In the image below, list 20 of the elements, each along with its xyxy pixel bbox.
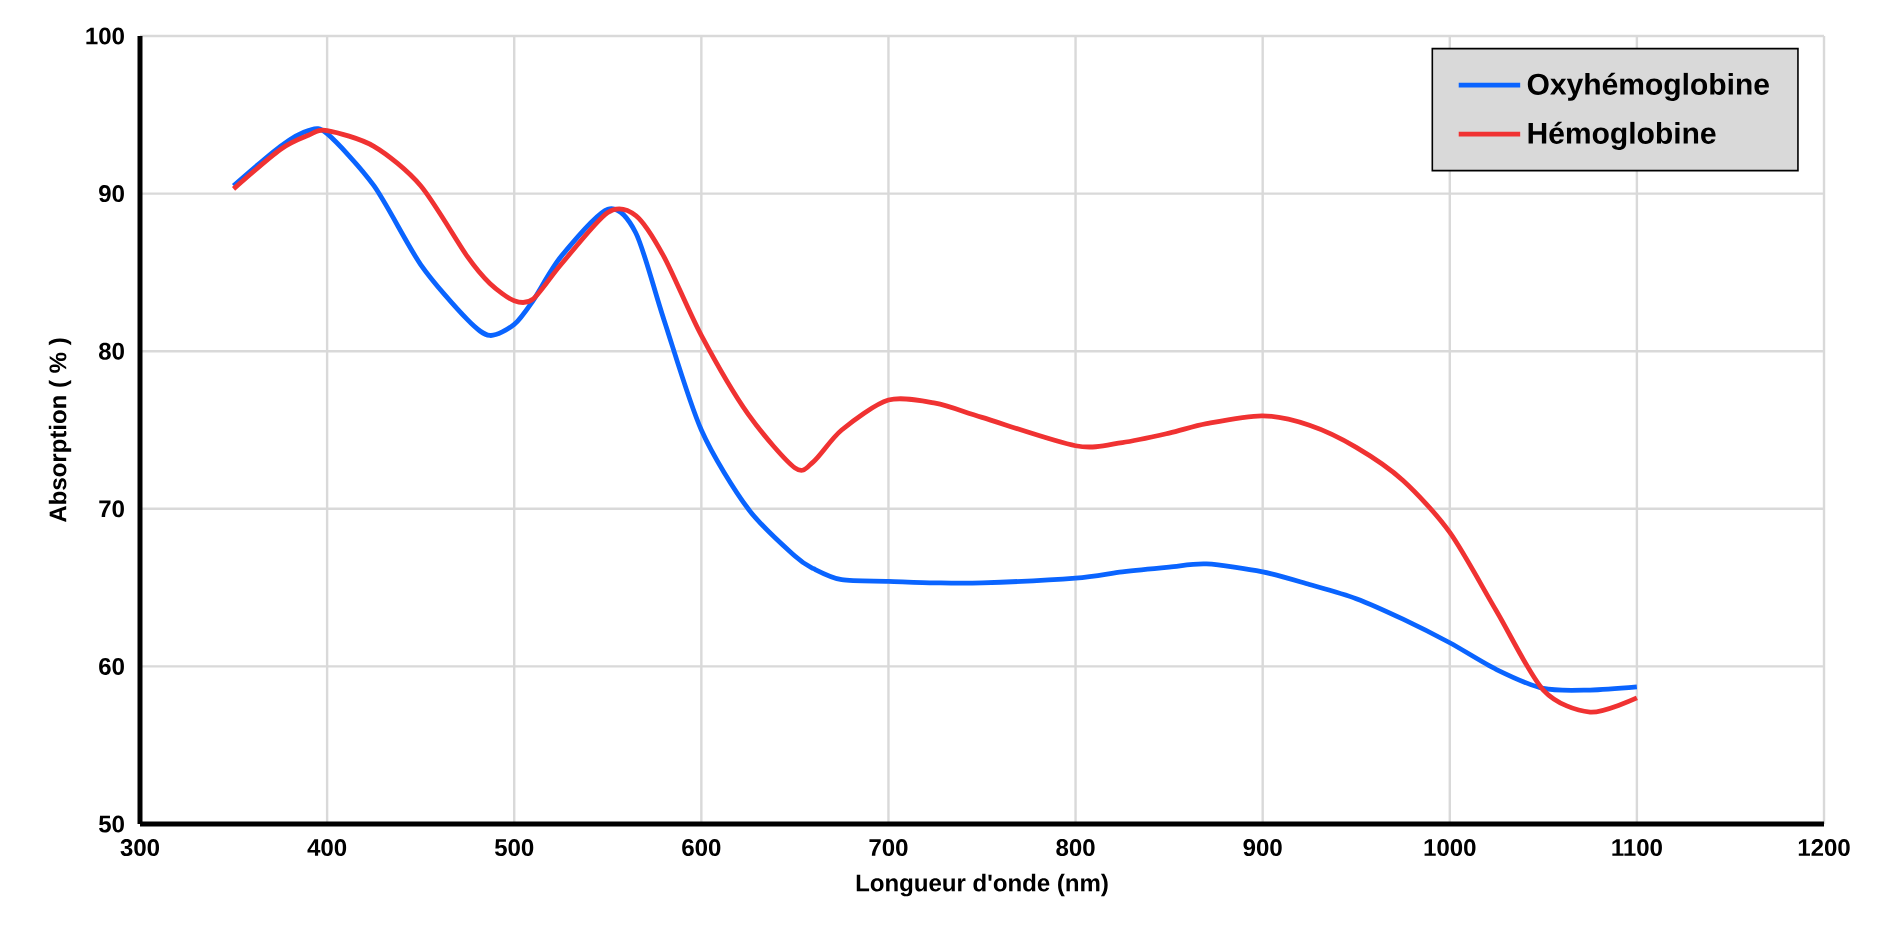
x-tick-label: 500 [494, 839, 534, 857]
y-tick-label: 90 [99, 185, 124, 203]
x-tick-label: 300 [120, 839, 160, 857]
x-tick-label: 1000 [1424, 839, 1476, 857]
y-tick-label: 80 [98, 342, 124, 360]
x-tick-label: 1200 [1798, 839, 1850, 857]
legend-label: Oxyhémoglobine [1527, 72, 1769, 101]
x-tick-label: 900 [1243, 839, 1282, 857]
y-tick-label: 50 [98, 815, 124, 833]
legend-label: Hémoglobine [1528, 121, 1716, 150]
y-tick-label: 60 [99, 657, 124, 675]
y-tick-label: 100 [86, 27, 124, 45]
x-tick-label: 600 [682, 839, 721, 857]
x-tick-label: 400 [307, 839, 347, 857]
x-tick-label: 700 [869, 839, 908, 857]
x-tick-label: 800 [1056, 839, 1095, 857]
x-axis-title: Longueur d'onde (nm) [856, 873, 1108, 897]
y-axis-title: Absorption ( % ) [48, 338, 72, 523]
x-tick-label: 1100 [1612, 839, 1662, 857]
y-tick-label: 70 [99, 500, 124, 518]
